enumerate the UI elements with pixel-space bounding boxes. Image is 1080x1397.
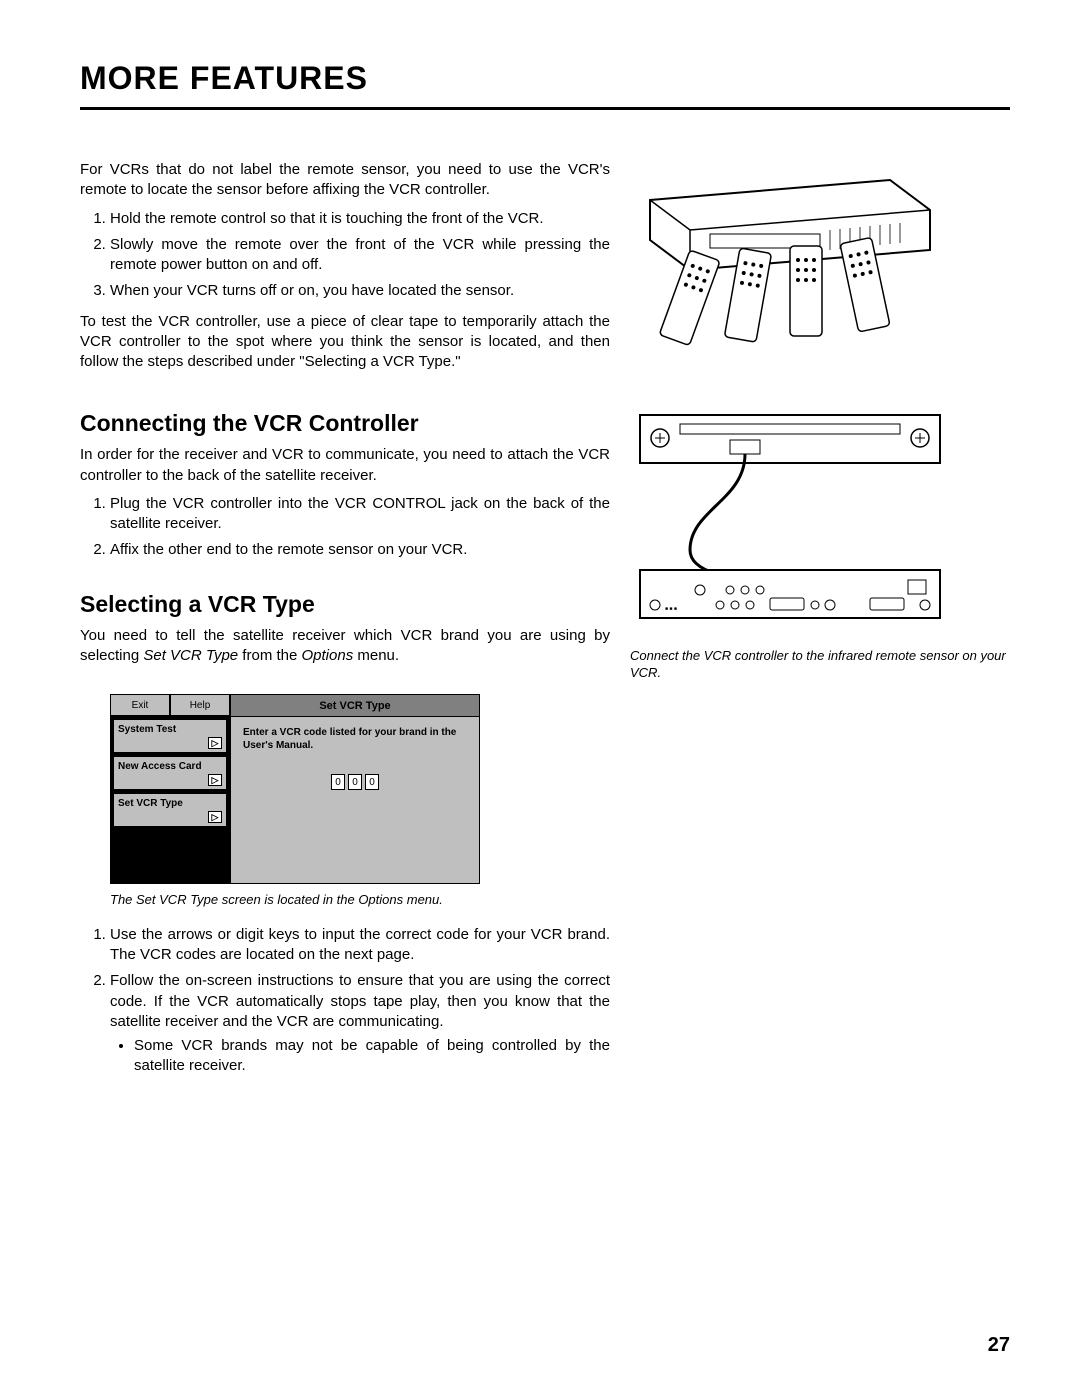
connection-figure: ■ ■ ■ <box>630 410 1010 640</box>
selecting-notes: Some VCR brands may not be capable of be… <box>110 1036 610 1077</box>
intro-row: For VCRs that do not label the remote se… <box>80 160 1010 380</box>
exit-button[interactable]: Exit <box>110 694 170 716</box>
page-title: MORE FEATURES <box>80 60 1010 97</box>
selecting-heading: Selecting a VCR Type <box>80 591 610 618</box>
code-digit[interactable]: 0 <box>331 774 345 790</box>
sidebar-item-set-vcr-type[interactable]: Set VCR Type ▷ <box>113 793 227 827</box>
screen-prompt: Enter a VCR code listed for your brand i… <box>243 727 467 752</box>
title-rule <box>80 107 1010 110</box>
connecting-steps: Plug the VCR controller into the VCR CON… <box>80 494 610 561</box>
connecting-row: Connecting the VCR Controller In order f… <box>80 380 1010 682</box>
sidebar-item-label: Set VCR Type <box>118 798 183 809</box>
chevron-right-icon: ▷ <box>208 811 222 823</box>
text: from the <box>238 647 301 664</box>
connecting-step: Plug the VCR controller into the VCR CON… <box>110 494 610 535</box>
set-vcr-type-screen: Exit Help System Test ▷ New Access Card … <box>110 694 1010 909</box>
selecting-step: Follow the on-screen instructions to ens… <box>110 971 610 1076</box>
connecting-para: In order for the receiver and VCR to com… <box>80 445 610 486</box>
screen-sidebar: Exit Help System Test ▷ New Access Card … <box>110 694 230 884</box>
connecting-step: Affix the other end to the remote sensor… <box>110 540 610 560</box>
chevron-right-icon: ▷ <box>208 737 222 749</box>
connecting-heading: Connecting the VCR Controller <box>80 410 610 437</box>
selecting-step: Use the arrows or digit keys to input th… <box>110 925 610 966</box>
screen-panel: Set VCR Type Enter a VCR code listed for… <box>230 694 480 884</box>
text: menu. <box>353 647 399 664</box>
sidebar-item-new-access-card[interactable]: New Access Card ▷ <box>113 756 227 790</box>
intro-para-2: To test the VCR controller, use a piece … <box>80 312 610 373</box>
selecting-note: Some VCR brands may not be capable of be… <box>134 1036 610 1077</box>
text-italic: Options <box>302 647 354 664</box>
code-digit[interactable]: 0 <box>365 774 379 790</box>
intro-step: Hold the remote control so that it is to… <box>110 209 610 229</box>
selecting-steps: Use the arrows or digit keys to input th… <box>80 925 610 1077</box>
vcr-remotes-figure <box>630 170 1010 370</box>
connection-caption: Connect the VCR controller to the infrar… <box>630 648 1010 682</box>
vcr-code-input[interactable]: 0 0 0 <box>243 774 467 790</box>
help-button[interactable]: Help <box>170 694 230 716</box>
intro-step: When your VCR turns off or on, you have … <box>110 281 610 301</box>
sidebar-item-label: System Test <box>118 724 176 735</box>
intro-steps: Hold the remote control so that it is to… <box>80 209 610 302</box>
intro-para-1: For VCRs that do not label the remote se… <box>80 160 610 201</box>
selecting-para: You need to tell the satellite receiver … <box>80 626 610 667</box>
page-number: 27 <box>988 1334 1010 1357</box>
text: Follow the on-screen instructions to ens… <box>110 972 610 1030</box>
chevron-right-icon: ▷ <box>208 774 222 786</box>
screen-caption: The Set VCR Type screen is located in th… <box>110 892 1010 909</box>
text-italic: Set VCR Type <box>143 647 238 664</box>
sidebar-item-system-test[interactable]: System Test ▷ <box>113 719 227 753</box>
sidebar-item-label: New Access Card <box>118 761 202 772</box>
code-digit[interactable]: 0 <box>348 774 362 790</box>
intro-step: Slowly move the remote over the front of… <box>110 235 610 276</box>
screen-panel-header: Set VCR Type <box>231 695 479 717</box>
svg-text:■ ■ ■: ■ ■ ■ <box>665 606 677 612</box>
